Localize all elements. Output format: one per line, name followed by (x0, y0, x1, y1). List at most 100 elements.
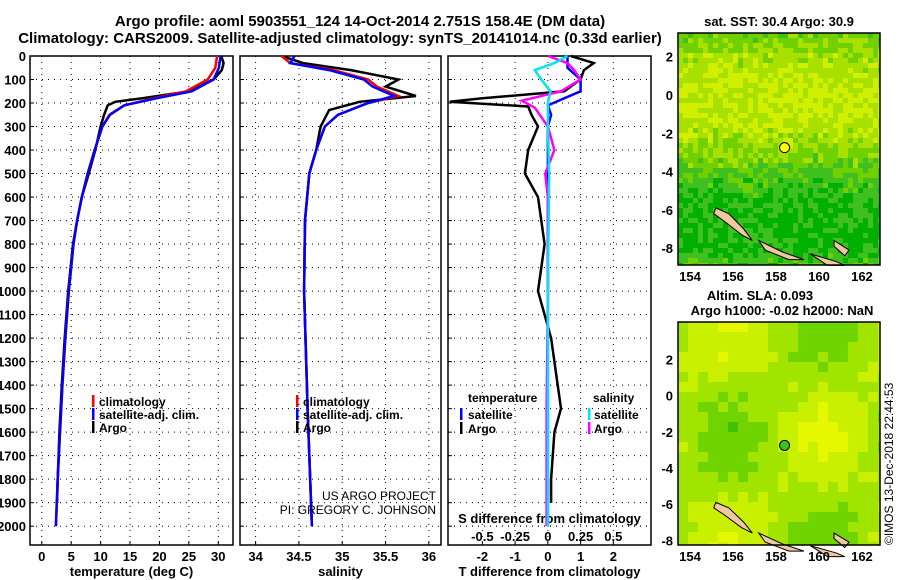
map-cell (838, 38, 843, 43)
map-cell (718, 228, 723, 233)
map-cell (733, 33, 738, 38)
map-cell (758, 148, 763, 153)
map-cell (863, 138, 868, 143)
map-cell (743, 98, 748, 103)
map-cell (838, 73, 843, 78)
map-cell (678, 168, 683, 173)
map-cell (763, 258, 768, 263)
map-cell (793, 173, 798, 178)
map-cell (708, 203, 713, 208)
map-cell (678, 113, 683, 118)
map-cell (778, 352, 788, 362)
map-cell (818, 402, 828, 412)
map-cell (778, 322, 788, 332)
map-cell (858, 138, 863, 143)
map-cell (738, 68, 743, 73)
map-cell (803, 253, 808, 258)
map-cell (868, 68, 873, 73)
map-cell (873, 83, 878, 88)
map-cell (848, 502, 858, 512)
map-cell (773, 128, 778, 133)
map-cell (758, 462, 768, 472)
map-cell (728, 123, 733, 128)
map-cell (688, 63, 693, 68)
map-cell (848, 113, 853, 118)
map-cell (758, 512, 768, 522)
map-cell (783, 63, 788, 68)
map-cell (748, 412, 758, 422)
map-cell (693, 83, 698, 88)
title-line-1: Argo profile: aoml 5903551_124 14-Oct-20… (115, 13, 605, 30)
map-cell (818, 108, 823, 113)
map-cell (743, 158, 748, 163)
map-cell (743, 183, 748, 188)
map-cell (748, 218, 753, 223)
map-cell (878, 512, 880, 522)
map-cell (833, 198, 838, 203)
map-cell (713, 138, 718, 143)
map-cell (793, 253, 798, 258)
map-cell (678, 258, 683, 263)
map-cell (868, 153, 873, 158)
land-shape (713, 207, 753, 241)
map-cell (808, 133, 813, 138)
map-cell (853, 143, 858, 148)
map-cell (678, 442, 688, 452)
map-cell (868, 522, 878, 532)
map-cell (808, 73, 813, 78)
map-cell (713, 103, 718, 108)
map-cell (798, 452, 808, 462)
map-cell (788, 163, 793, 168)
map-cell (688, 522, 698, 532)
map-cell (683, 218, 688, 223)
map-cell (833, 118, 838, 123)
map-cell (793, 108, 798, 113)
map-cell (708, 163, 713, 168)
map-cell (703, 208, 708, 213)
map-cell (683, 118, 688, 123)
map-cell (853, 243, 858, 248)
map-cell (828, 472, 838, 482)
map-cell (828, 522, 838, 532)
map-cell (738, 133, 743, 138)
map-cell (858, 118, 863, 123)
map-cell (778, 48, 783, 53)
map-cell (738, 153, 743, 158)
x-tick-label: 2 (610, 549, 617, 564)
map-cell (718, 138, 723, 143)
map-cell (748, 263, 753, 265)
map-cell (728, 362, 738, 372)
map-cell (768, 198, 773, 203)
map-cell (818, 203, 823, 208)
map-cell (838, 412, 848, 422)
map-cell (853, 163, 858, 168)
map-cell (693, 228, 698, 233)
map-cell (793, 123, 798, 128)
map-cell (858, 88, 863, 93)
map-cell (818, 442, 828, 452)
map-cell (808, 248, 813, 253)
map-cell (863, 183, 868, 188)
series-line-satellite-adj-clim- (54, 55, 222, 527)
map-cell (763, 63, 768, 68)
map-cell (768, 243, 773, 248)
map-cell (698, 73, 703, 78)
map-cell (698, 183, 703, 188)
map-cell (858, 342, 868, 352)
map-cell (848, 158, 853, 163)
map-cell (748, 482, 758, 492)
map-cell (763, 263, 768, 265)
map-cell (828, 442, 838, 452)
series-line-salinity-argo (518, 54, 583, 527)
map-cell (693, 98, 698, 103)
map-cell (718, 422, 728, 432)
map-cell (768, 218, 773, 223)
y-tick-label: 0 (19, 49, 26, 64)
map-cell (798, 442, 808, 452)
map-cell (868, 178, 873, 183)
map-cell (713, 193, 718, 198)
map-cell (878, 143, 880, 148)
map-cell (748, 352, 758, 362)
map-cell (683, 208, 688, 213)
map-cell (693, 193, 698, 198)
